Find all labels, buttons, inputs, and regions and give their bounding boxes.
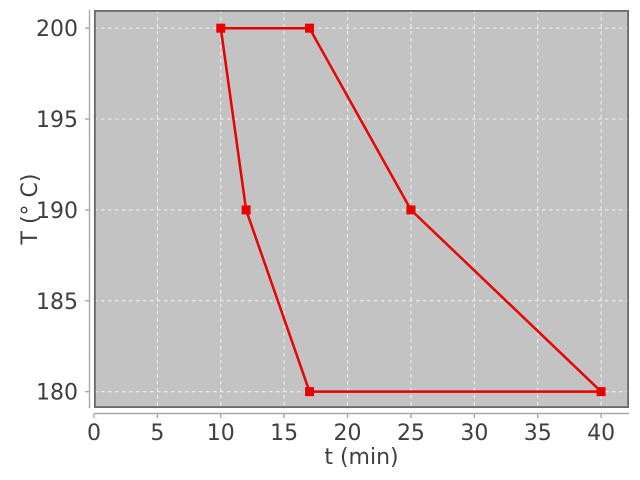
x-tick-label: 35	[524, 421, 552, 446]
data-point-marker	[241, 205, 251, 215]
x-tick-label: 10	[207, 421, 235, 446]
data-point-marker	[216, 23, 226, 33]
x-tick-label: 15	[270, 421, 298, 446]
x-tick-label: 30	[460, 421, 488, 446]
y-tick-label: 200	[36, 17, 78, 42]
y-tick-label: 190	[36, 199, 78, 224]
x-tick-label: 0	[87, 421, 101, 446]
y-tick-label: 185	[36, 290, 78, 315]
x-tick-label: 20	[334, 421, 362, 446]
data-point-marker	[406, 205, 416, 215]
y-axis-title: T (° C)	[18, 173, 43, 245]
x-tick-label: 40	[587, 421, 615, 446]
plot-background	[94, 10, 629, 408]
x-axis-title: t (min)	[324, 445, 399, 470]
y-tick-label: 195	[36, 108, 78, 133]
x-tick-label: 25	[397, 421, 425, 446]
data-point-marker	[305, 23, 315, 33]
y-tick-label: 180	[36, 381, 78, 406]
x-tick-label: 5	[150, 421, 164, 446]
data-point-marker	[596, 387, 606, 397]
plot-border	[94, 9, 630, 409]
data-point-marker	[305, 387, 315, 397]
